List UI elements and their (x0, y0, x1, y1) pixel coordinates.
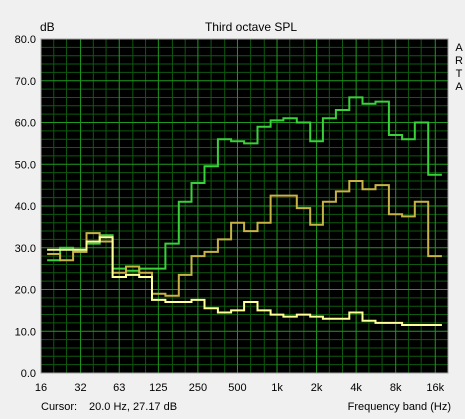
y-tick-label: 10.0 (15, 326, 36, 338)
y-tick-label: 20.0 (15, 285, 36, 297)
side-label-letter: A (455, 42, 463, 54)
y-tick-labels: 0.0 10.0 20.0 30.0 40.0 50.0 60.0 70.0 80.0 (15, 34, 36, 380)
x-tick-label: 4k (350, 382, 362, 394)
y-tick-label: 70.0 (15, 76, 36, 88)
cursor-readout: 20.0 Hz, 27.17 dB (89, 401, 177, 413)
y-tick-label: 0.0 (21, 368, 36, 380)
cursor-label: Cursor: (41, 401, 77, 413)
x-tick-label: 2k (311, 382, 323, 394)
y-tick-label: 60.0 (15, 118, 36, 130)
x-tick-label: 250 (189, 382, 207, 394)
y-axis-label: dB (40, 20, 55, 34)
y-tick-label: 40.0 (15, 201, 36, 213)
x-tick-label: 500 (228, 382, 246, 394)
minor-grid (41, 39, 448, 373)
x-tick-label: 63 (113, 382, 125, 394)
x-tick-label: 8k (390, 382, 402, 394)
y-tick-label: 30.0 (15, 243, 36, 255)
side-label-letter: R (455, 55, 463, 67)
x-tick-label: 16 (35, 382, 47, 394)
y-tick-label: 50.0 (15, 159, 36, 171)
series-line (47, 236, 442, 326)
side-label-letter: A (455, 81, 463, 93)
x-axis-label: Frequency band (Hz) (348, 401, 451, 413)
chart-title: Third octave SPL (205, 20, 297, 34)
x-tick-label: 125 (149, 382, 167, 394)
x-tick-label: 32 (74, 382, 86, 394)
x-tick-label: 1k (271, 382, 283, 394)
x-tick-labels: 16 32 63 125 250 500 1k 2k 4k 8k 16k (35, 382, 445, 394)
series-layer (47, 96, 442, 326)
plot-frame (40, 38, 449, 374)
x-tick-label: 16k (426, 382, 444, 394)
side-label-letter: T (456, 68, 463, 80)
y-tick-label: 80.0 (15, 34, 36, 46)
